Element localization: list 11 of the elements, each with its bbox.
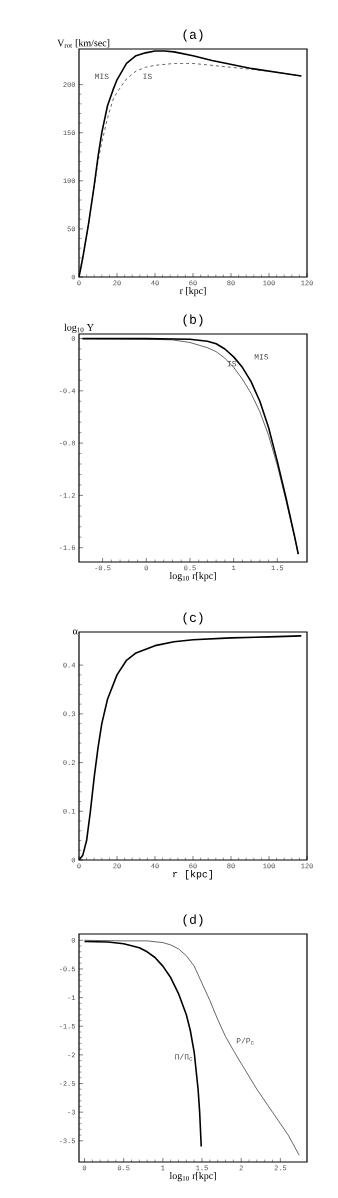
y-axis-title: V$_{rot}$ [km/sec] — [57, 39, 110, 48]
chart-title: (b) — [183, 314, 203, 327]
chart-title: (d) — [183, 914, 203, 927]
y-axis-title: α — [72, 629, 78, 635]
chart-title: (a) — [183, 29, 203, 42]
x-axis-title: log$_{10}$ r[kpc] — [169, 1172, 216, 1182]
x-axis-title: log$_{10}$ r[kpc] — [169, 572, 216, 582]
x-axis-title: r [kpc] — [179, 287, 206, 297]
y-axis-title: log$_{10}$ Y — [64, 323, 94, 333]
x-axis-title: r [kpc] — [173, 870, 212, 880]
chart-title: (c) — [183, 612, 203, 625]
